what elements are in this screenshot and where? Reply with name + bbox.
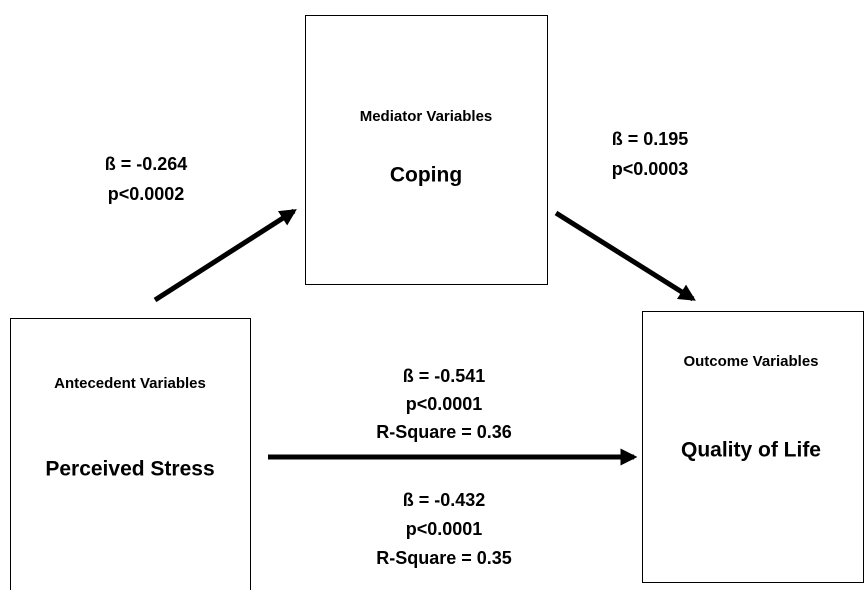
node-label: Coping bbox=[390, 164, 462, 187]
edge-label: R-Square = 0.35 bbox=[376, 548, 512, 568]
node-role: Antecedent Variables bbox=[54, 375, 206, 392]
edge-label: ß = -0.541 bbox=[403, 366, 486, 386]
edge-label: p<0.0001 bbox=[406, 394, 483, 414]
edge-label: p<0.0001 bbox=[406, 519, 483, 539]
node-label: Perceived Stress bbox=[45, 458, 214, 481]
node-role: Outcome Variables bbox=[683, 353, 818, 370]
edge-label: ß = -0.432 bbox=[403, 490, 486, 510]
edge-label: R-Square = 0.36 bbox=[376, 422, 512, 442]
outcome-box bbox=[642, 311, 864, 583]
edge-label: p<0.0003 bbox=[612, 159, 689, 179]
node-label: Quality of Life bbox=[681, 439, 821, 462]
mediator-box bbox=[305, 15, 548, 285]
edge-label: ß = -0.264 bbox=[105, 154, 188, 174]
arrow bbox=[554, 210, 696, 302]
node-role: Mediator Variables bbox=[360, 108, 493, 125]
edge-label: p<0.0002 bbox=[108, 184, 185, 204]
antecedent-box bbox=[10, 318, 251, 590]
edge-label: ß = 0.195 bbox=[612, 129, 689, 149]
arrow bbox=[153, 208, 297, 303]
